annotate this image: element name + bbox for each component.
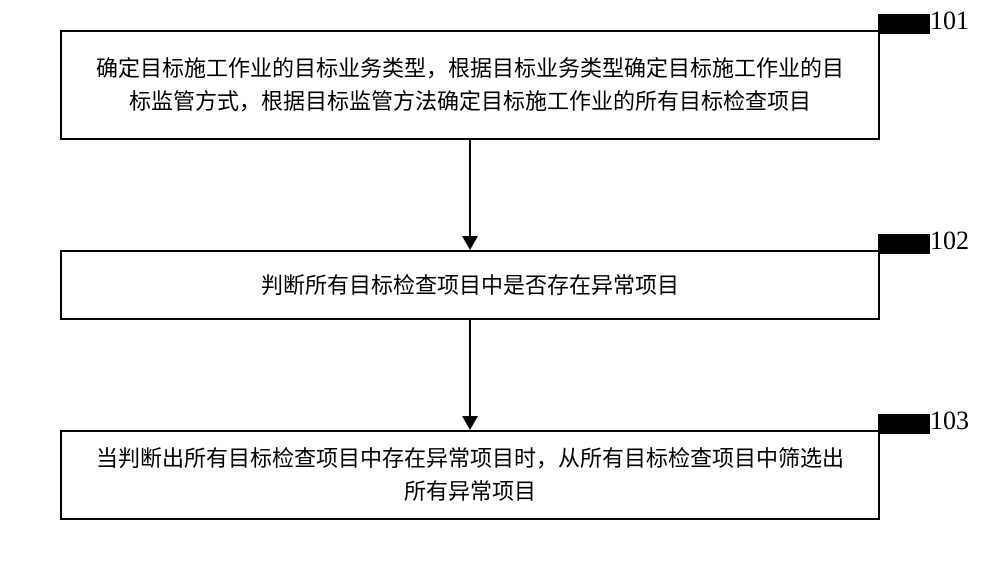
flow-node-label: 101 bbox=[930, 6, 969, 36]
flow-arrow bbox=[469, 140, 471, 236]
flow-node-text: 当判断出所有目标检查项目中存在异常项目时，从所有目标检查项目中筛选出所有异常项目 bbox=[86, 442, 854, 508]
flow-node-label: 102 bbox=[930, 226, 969, 256]
flowchart-canvas: 确定目标施工作业的目标业务类型，根据目标业务类型确定目标施工作业的目标监管方式，… bbox=[0, 0, 1000, 562]
flow-node-101: 确定目标施工作业的目标业务类型，根据目标业务类型确定目标施工作业的目标监管方式，… bbox=[60, 30, 880, 140]
flow-node-text: 确定目标施工作业的目标业务类型，根据目标业务类型确定目标施工作业的目标监管方式，… bbox=[86, 52, 854, 118]
leader-line bbox=[878, 234, 930, 254]
flow-node-text: 判断所有目标检查项目中是否存在异常项目 bbox=[261, 269, 679, 302]
leader-line bbox=[878, 414, 930, 434]
flow-node-label: 103 bbox=[930, 406, 969, 436]
flow-arrow-head bbox=[462, 236, 478, 250]
flow-arrow bbox=[469, 320, 471, 416]
flow-node-102: 判断所有目标检查项目中是否存在异常项目 bbox=[60, 250, 880, 320]
leader-line bbox=[878, 14, 930, 34]
flow-node-103: 当判断出所有目标检查项目中存在异常项目时，从所有目标检查项目中筛选出所有异常项目 bbox=[60, 430, 880, 520]
flow-arrow-head bbox=[462, 416, 478, 430]
